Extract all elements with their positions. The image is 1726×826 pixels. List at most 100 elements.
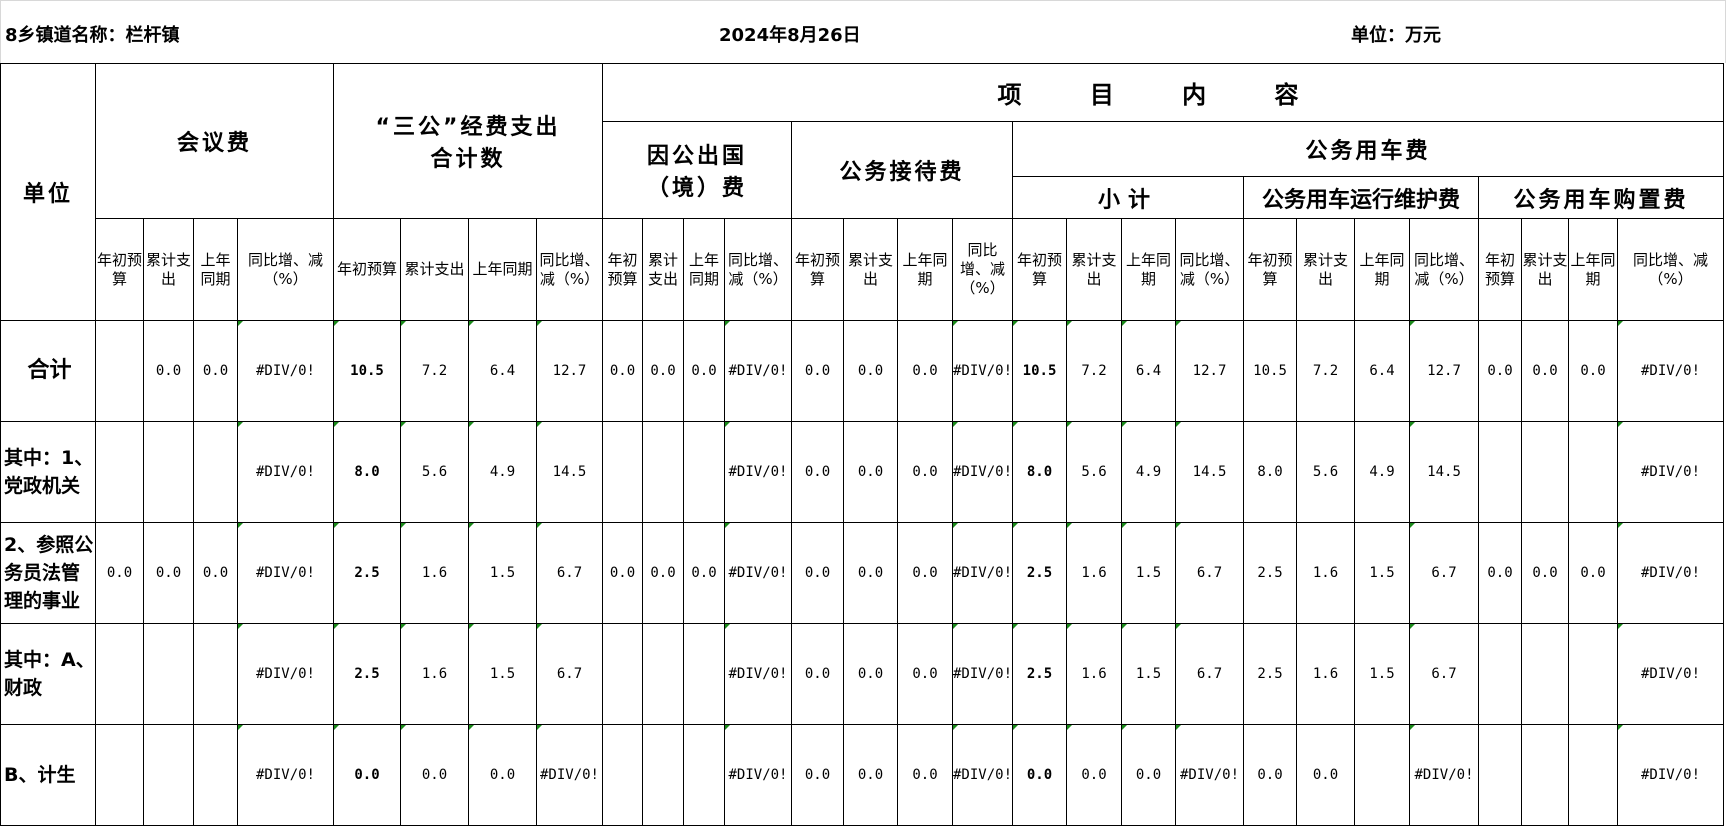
cell-meeting-0[interactable] <box>95 421 144 523</box>
cell-abroad-1[interactable] <box>642 724 684 826</box>
cell-sangong-1[interactable]: 1.6 <box>400 522 469 624</box>
cell-meeting-3[interactable]: #DIV/0! <box>237 522 334 624</box>
cell-sangong-3[interactable]: 6.7 <box>536 522 603 624</box>
cell-abroad-3[interactable]: #DIV/0! <box>724 724 792 826</box>
cell-purchase-2[interactable]: 0.0 <box>1568 320 1619 422</box>
cell-abroad-1[interactable] <box>642 623 684 725</box>
cell-subtotal-0[interactable]: 2.5 <box>1012 623 1068 725</box>
cell-purchase-1[interactable]: 0.0 <box>1521 522 1570 624</box>
cell-abroad-3[interactable]: #DIV/0! <box>724 522 792 624</box>
cell-meeting-1[interactable]: 0.0 <box>143 320 194 422</box>
cell-purchase-3[interactable]: #DIV/0! <box>1617 724 1725 826</box>
cell-sangong-3[interactable]: 12.7 <box>536 320 603 422</box>
cell-abroad-2[interactable]: 0.0 <box>683 320 725 422</box>
row-label[interactable]: 合计 <box>0 320 96 422</box>
cell-meeting-1[interactable] <box>143 724 194 826</box>
cell-meeting-0[interactable]: 0.0 <box>95 522 144 624</box>
cell-subtotal-3[interactable]: 12.7 <box>1175 320 1245 422</box>
cell-reception-2[interactable]: 0.0 <box>897 421 953 523</box>
cell-abroad-3[interactable]: #DIV/0! <box>724 623 792 725</box>
cell-abroad-1[interactable]: 0.0 <box>642 320 684 422</box>
cell-subtotal-3[interactable]: 6.7 <box>1175 522 1245 624</box>
cell-sangong-2[interactable]: 1.5 <box>468 522 537 624</box>
cell-maint-2[interactable] <box>1354 724 1411 826</box>
cell-subtotal-2[interactable]: 1.5 <box>1121 522 1177 624</box>
cell-abroad-2[interactable] <box>683 724 725 826</box>
cell-subtotal-1[interactable]: 7.2 <box>1066 320 1123 422</box>
cell-meeting-0[interactable] <box>95 623 144 725</box>
cell-reception-0[interactable]: 0.0 <box>791 623 844 725</box>
cell-reception-1[interactable]: 0.0 <box>843 623 898 725</box>
cell-reception-3[interactable]: #DIV/0! <box>951 724 1014 826</box>
cell-purchase-2[interactable] <box>1568 623 1619 725</box>
cell-reception-2[interactable]: 0.0 <box>897 522 953 624</box>
cell-sangong-1[interactable]: 7.2 <box>400 320 469 422</box>
cell-reception-0[interactable]: 0.0 <box>791 522 844 624</box>
cell-purchase-2[interactable] <box>1568 724 1619 826</box>
cell-maint-2[interactable]: 1.5 <box>1354 522 1411 624</box>
cell-meeting-2[interactable]: 0.0 <box>193 320 238 422</box>
cell-sangong-1[interactable]: 5.6 <box>400 421 469 523</box>
cell-maint-1[interactable]: 5.6 <box>1296 421 1356 523</box>
cell-maint-0[interactable]: 0.0 <box>1243 724 1298 826</box>
cell-maint-3[interactable]: #DIV/0! <box>1409 724 1480 826</box>
cell-meeting-1[interactable] <box>143 623 194 725</box>
cell-reception-3[interactable]: #DIV/0! <box>951 522 1014 624</box>
cell-reception-2[interactable]: 0.0 <box>897 623 953 725</box>
cell-sangong-2[interactable]: 0.0 <box>468 724 537 826</box>
cell-abroad-3[interactable]: #DIV/0! <box>724 421 792 523</box>
cell-meeting-1[interactable]: 0.0 <box>143 522 194 624</box>
cell-sangong-0[interactable]: 10.5 <box>333 320 401 422</box>
cell-sangong-1[interactable]: 0.0 <box>400 724 469 826</box>
cell-meeting-2[interactable] <box>193 623 238 725</box>
cell-reception-2[interactable]: 0.0 <box>897 724 953 826</box>
cell-abroad-1[interactable] <box>642 421 684 523</box>
cell-purchase-0[interactable]: 0.0 <box>1478 522 1523 624</box>
cell-reception-3[interactable]: #DIV/0! <box>951 320 1014 422</box>
cell-maint-0[interactable]: 2.5 <box>1243 623 1298 725</box>
cell-purchase-3[interactable]: #DIV/0! <box>1617 320 1725 422</box>
cell-reception-2[interactable]: 0.0 <box>897 320 953 422</box>
cell-subtotal-0[interactable]: 8.0 <box>1012 421 1068 523</box>
cell-purchase-2[interactable]: 0.0 <box>1568 522 1619 624</box>
row-label[interactable]: 2、参照公务员法管理的事业 <box>0 522 96 624</box>
cell-subtotal-3[interactable]: #DIV/0! <box>1175 724 1245 826</box>
cell-sangong-2[interactable]: 1.5 <box>468 623 537 725</box>
cell-sangong-0[interactable]: 2.5 <box>333 522 401 624</box>
cell-meeting-2[interactable] <box>193 724 238 826</box>
cell-sangong-1[interactable]: 1.6 <box>400 623 469 725</box>
cell-meeting-0[interactable] <box>95 320 144 422</box>
cell-meeting-3[interactable]: #DIV/0! <box>237 623 334 725</box>
cell-abroad-3[interactable]: #DIV/0! <box>724 320 792 422</box>
cell-sangong-3[interactable]: 14.5 <box>536 421 603 523</box>
cell-abroad-1[interactable]: 0.0 <box>642 522 684 624</box>
cell-purchase-1[interactable] <box>1521 623 1570 725</box>
cell-reception-1[interactable]: 0.0 <box>843 724 898 826</box>
cell-meeting-0[interactable] <box>95 724 144 826</box>
cell-reception-1[interactable]: 0.0 <box>843 421 898 523</box>
cell-purchase-3[interactable]: #DIV/0! <box>1617 522 1725 624</box>
cell-meeting-3[interactable]: #DIV/0! <box>237 724 334 826</box>
cell-maint-3[interactable]: 6.7 <box>1409 522 1480 624</box>
cell-subtotal-3[interactable]: 14.5 <box>1175 421 1245 523</box>
cell-sangong-3[interactable]: 6.7 <box>536 623 603 725</box>
cell-maint-2[interactable]: 4.9 <box>1354 421 1411 523</box>
cell-purchase-3[interactable]: #DIV/0! <box>1617 421 1725 523</box>
cell-subtotal-0[interactable]: 0.0 <box>1012 724 1068 826</box>
cell-subtotal-2[interactable]: 4.9 <box>1121 421 1177 523</box>
cell-reception-0[interactable]: 0.0 <box>791 320 844 422</box>
cell-abroad-2[interactable] <box>683 421 725 523</box>
cell-purchase-0[interactable] <box>1478 724 1523 826</box>
cell-abroad-0[interactable] <box>602 623 643 725</box>
cell-maint-0[interactable]: 8.0 <box>1243 421 1298 523</box>
cell-reception-1[interactable]: 0.0 <box>843 522 898 624</box>
cell-maint-3[interactable]: 14.5 <box>1409 421 1480 523</box>
cell-meeting-3[interactable]: #DIV/0! <box>237 320 334 422</box>
cell-meeting-2[interactable] <box>193 421 238 523</box>
cell-subtotal-2[interactable]: 1.5 <box>1121 623 1177 725</box>
cell-purchase-1[interactable] <box>1521 421 1570 523</box>
cell-maint-2[interactable]: 6.4 <box>1354 320 1411 422</box>
cell-purchase-0[interactable] <box>1478 623 1523 725</box>
cell-subtotal-1[interactable]: 1.6 <box>1066 522 1123 624</box>
cell-maint-3[interactable]: 12.7 <box>1409 320 1480 422</box>
